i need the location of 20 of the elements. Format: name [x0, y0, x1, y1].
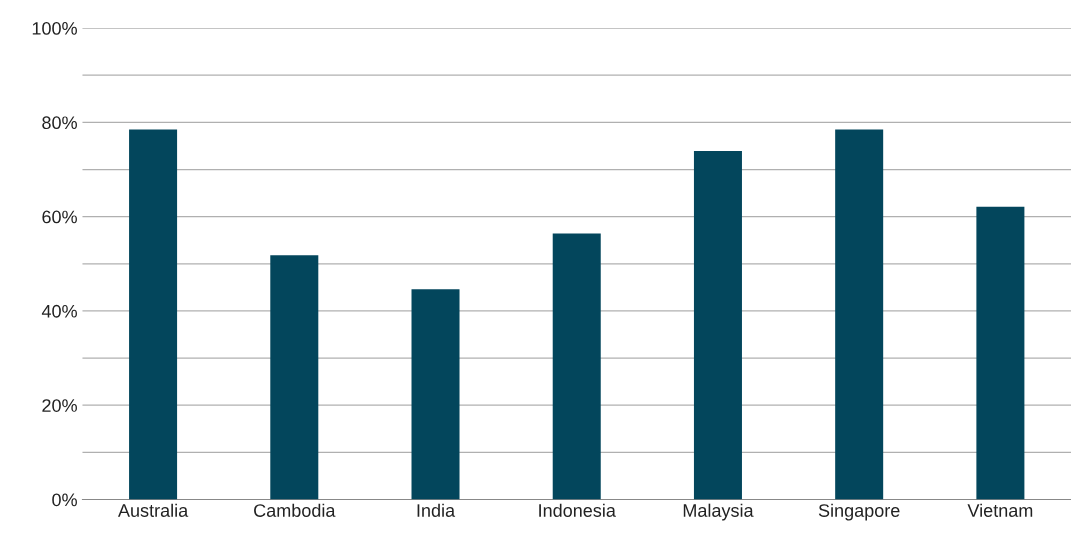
- x-tick-label: Cambodia: [254, 503, 336, 517]
- bar: [835, 129, 884, 500]
- x-tick-label: Vietnam: [967, 503, 1033, 517]
- y-tick-label: 40%: [41, 304, 77, 318]
- bar: [552, 233, 601, 500]
- x-tick-label: Australia: [117, 503, 189, 517]
- y-tick-label: 0%: [52, 493, 77, 507]
- y-tick-label: 80%: [42, 116, 77, 130]
- bar: [129, 129, 178, 500]
- bar: [693, 151, 742, 500]
- x-tick-label: Malaysia: [683, 503, 754, 521]
- x-tick-label: India: [417, 503, 456, 517]
- bar: [976, 206, 1025, 500]
- x-tick-label: Indonesia: [539, 503, 616, 517]
- bar: [411, 289, 460, 500]
- y-tick-label: 100%: [32, 22, 77, 35]
- y-tick-label: 20%: [42, 399, 77, 412]
- x-tick-label: Singapore: [818, 503, 900, 521]
- y-tick-label: 60%: [42, 210, 77, 224]
- bar: [270, 255, 319, 500]
